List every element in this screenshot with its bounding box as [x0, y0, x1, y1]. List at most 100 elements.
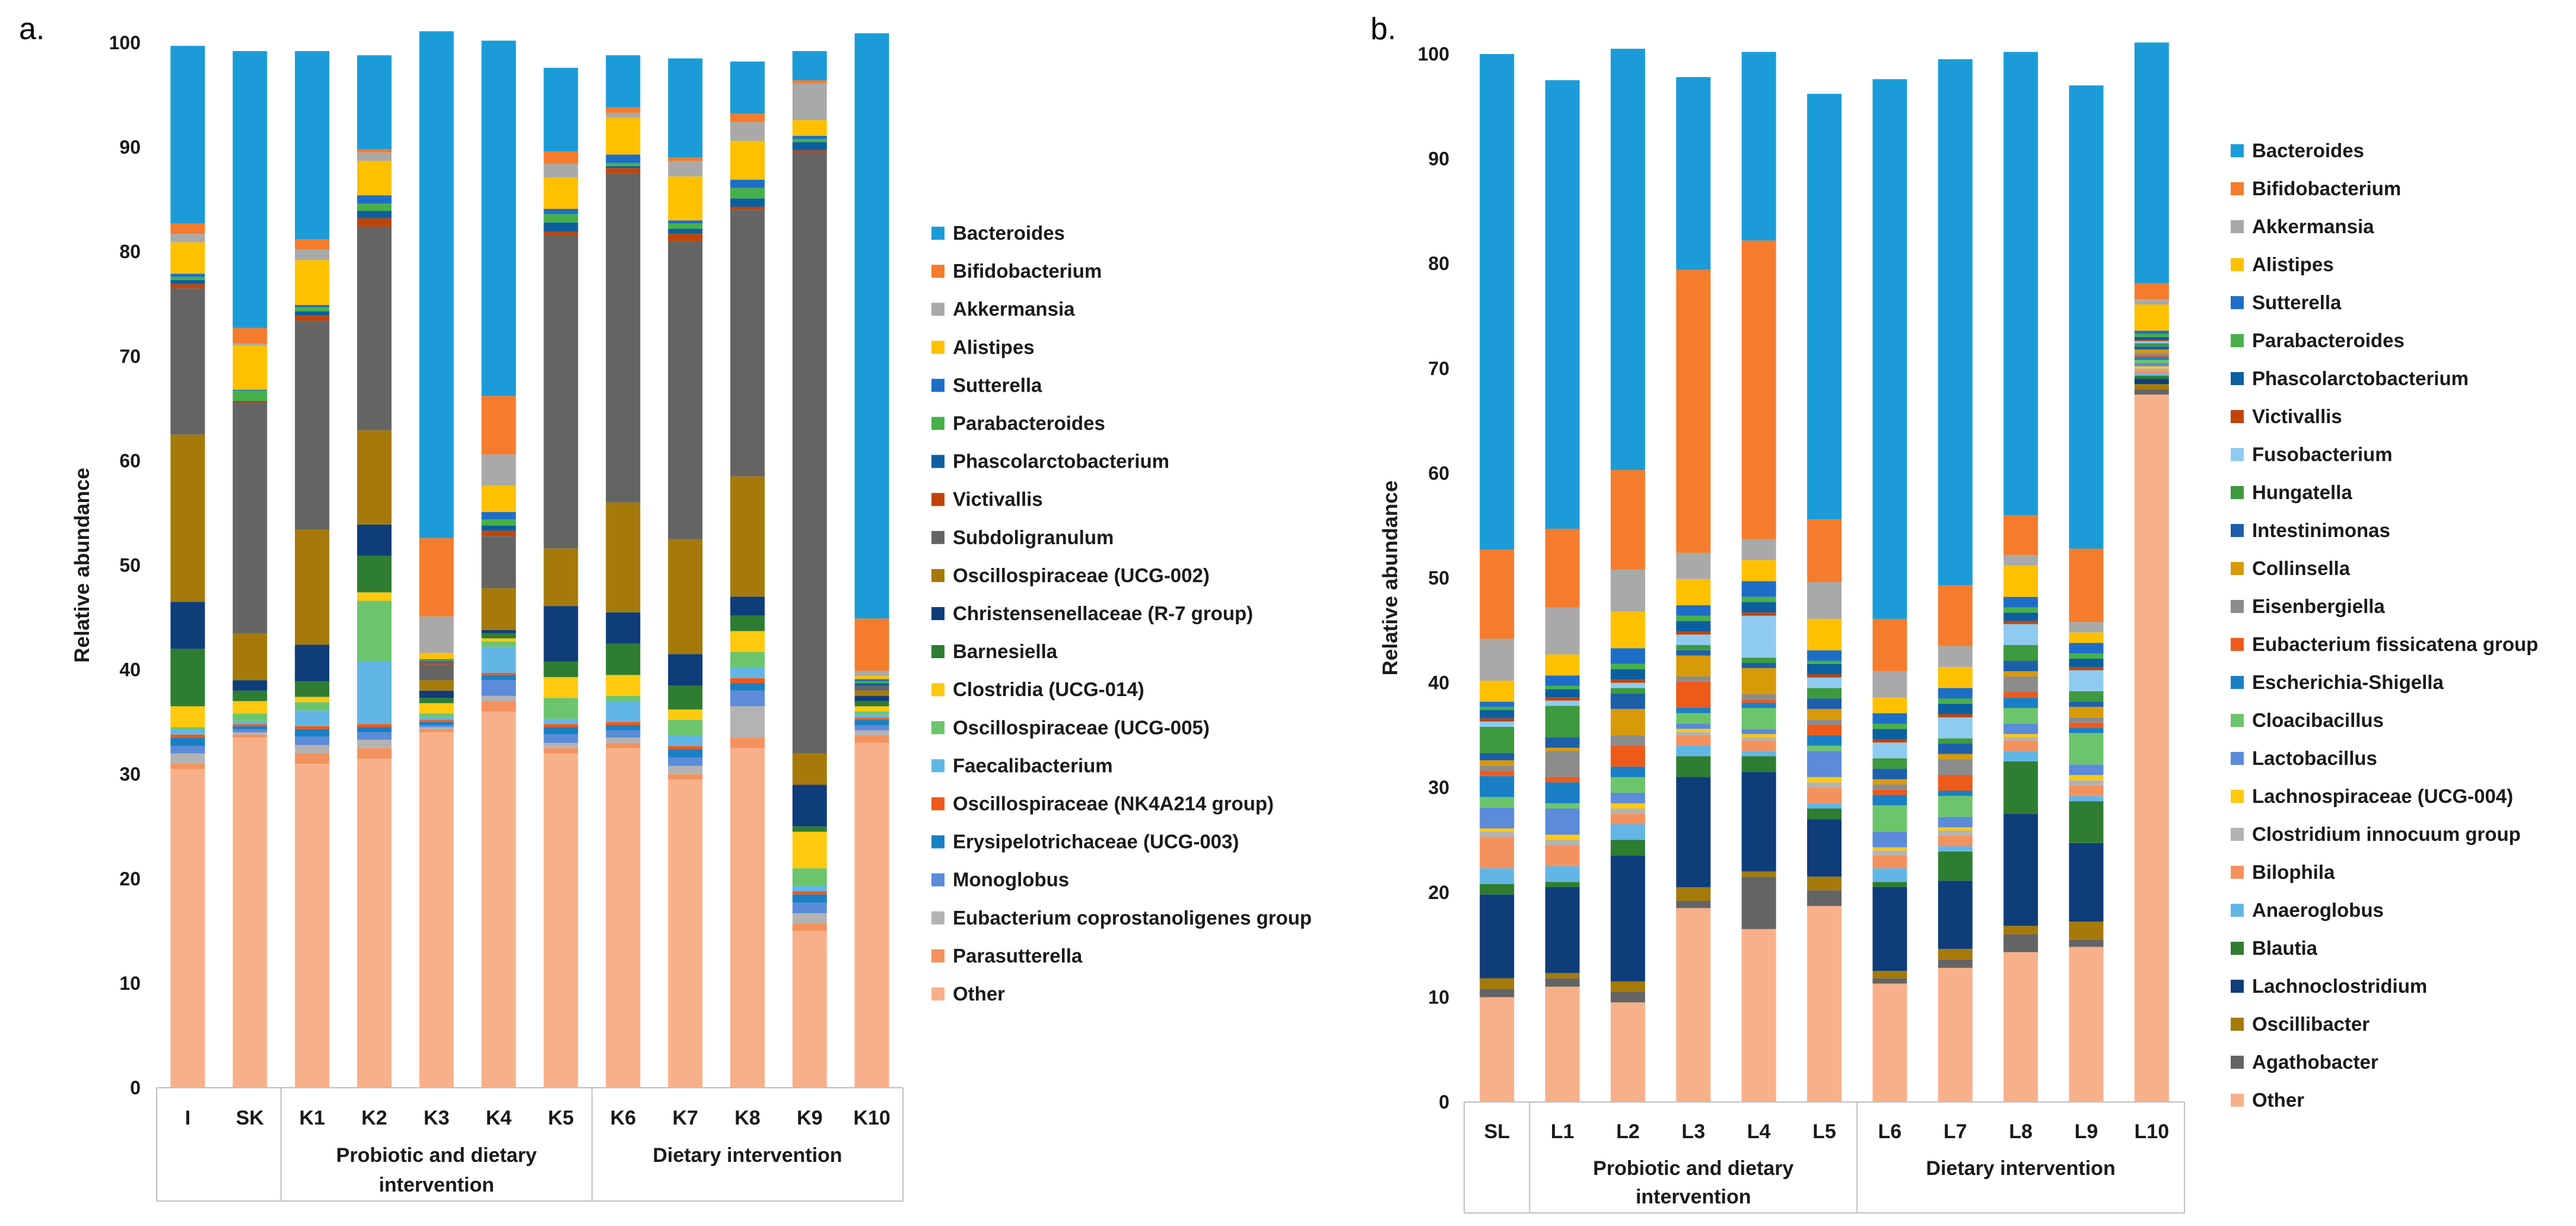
panel-a-bar-segment-oscillospiraceae-nk4a214-group [419, 720, 454, 722]
panel-a-bar-segment-alistipes [606, 117, 641, 155]
panel-a-bar-segment-oscillospiraceae-ucg-005 [357, 601, 392, 662]
panel-a-legend-swatch-christensenellaceae-r-7-group [931, 607, 944, 620]
panel-b-bar-segment-alistipes [2069, 632, 2104, 643]
panel-a-bar-segment-parasutterella [357, 748, 392, 759]
panel-b-y-tick-label: 90 [1428, 148, 1449, 170]
panel-a-legend-swatch-phascolarctobacterium [931, 455, 944, 468]
panel-b-bar-segment-blautia [1741, 756, 1776, 772]
panel-b-bar-segment-lactobacillus [1676, 723, 1711, 729]
panel-b-legend-label-parabacteroides: Parabacteroides [2252, 329, 2405, 351]
panel-b-bar-segment-parabacteroides [2069, 653, 2104, 659]
panel-b-y-tick-label: 50 [1428, 567, 1449, 589]
panel-a-bar-segment-parasutterella [295, 753, 330, 764]
panel-a-bar-segment-other [668, 779, 703, 1088]
panel-a-bar-segment-oscillospiraceae-nk4a214-group [295, 726, 330, 729]
panel-a-category-label-k2: K2 [361, 1107, 387, 1129]
panel-a-legend-swatch-subdoligranulum [931, 531, 944, 544]
panel-b-bar-segment-alistipes [1807, 618, 1842, 650]
panel-a-legend-swatch-victivallis [931, 493, 944, 506]
panel-b-bar-segment-lachnoclostridium [2003, 814, 2038, 926]
panel-b-bar-segment-sutterella [2003, 596, 2038, 608]
panel-b-bar-segment-oscillibacter [1545, 973, 1580, 979]
panel-b-bar-segment-sutterella [1807, 650, 1842, 661]
panel-a-bar-segment-monoglobus [543, 734, 578, 743]
panel-a-bar-segment-other [233, 738, 268, 1088]
panel-a-category-label-k5: K5 [548, 1107, 574, 1129]
panel-b-bar-segment-eubacterium-fissicatena-group [2003, 692, 2038, 698]
panel-a-bar-segment-faecalibacterium [357, 661, 392, 725]
panel-a-bar-segment-sutterella [792, 135, 827, 139]
panel-b-bar-segment-agathobacter [1938, 959, 1973, 968]
panel-b-bar-segment-agathobacter [1741, 876, 1776, 929]
panel-b-bar-segment-fusobacterium [2069, 670, 2104, 691]
panel-a-bar-segment-christensenellaceae-r-7-group [730, 596, 765, 616]
panel-a-bar-segment-clostridia-ucg-014 [481, 638, 516, 642]
panel-a-legend-label-phascolarctobacterium: Phascolarctobacterium [953, 450, 1169, 472]
panel-a-bar-segment-alistipes [668, 176, 703, 221]
panel-a-bar-segment-monoglobus [170, 746, 205, 754]
panel-a-bar-segment-parabacteroides [419, 660, 454, 662]
panel-a-bar-segment-bacteroides [233, 51, 268, 328]
panel-b-bar-segment-victivallis [2134, 340, 2169, 341]
panel-b-bar-segment-bilophila [1545, 845, 1580, 866]
panel-b-bar-segment-akkermansia [1676, 552, 1711, 579]
panel-b-legend-label-blautia: Blautia [2252, 937, 2318, 959]
panel-a-bar-segment-erysipelotrichaceae-ucg-003 [543, 727, 578, 735]
panel-b-group-label: Probiotic and dietary intervention [1593, 1157, 1793, 1208]
panel-b-bar-segment-hungatella [1610, 688, 1645, 694]
panel-b-legend-swatch-lactobacillus [2231, 752, 2244, 765]
panel-b-bar-segment-anaeroglobus [1676, 745, 1711, 757]
panel-b-bar-segment-lachnospiraceae-ucg-004 [1807, 777, 1842, 783]
panel-b-bar-segment-eubacterium-fissicatena-group [2134, 354, 2169, 357]
panel-b-bar-segment-hungatella [1807, 688, 1842, 699]
panel-b-bar-segment-lactobacillus [2003, 723, 2038, 735]
panel-b-bar-segment-other [1610, 1002, 1645, 1102]
panel-a-bar-segment-subdoligranulum [543, 235, 578, 549]
panel-a-bar-segment-akkermansia [543, 164, 578, 178]
panel-a-category-label-k8: K8 [734, 1107, 760, 1129]
panel-a-bar-segment-oscillospiraceae-ucg-002 [854, 690, 889, 696]
panel-b-bar-segment-other [2069, 947, 2104, 1102]
panel-b-bar-segment-collinsella [1480, 760, 1515, 766]
panel-b-bar-segment-fusobacterium [1872, 742, 1907, 758]
panel-b-bar-segment-alistipes [1872, 697, 1907, 713]
panel-b-bar-segment-bacteroides [2003, 52, 2038, 516]
panel-b-bar-segment-lachnoclostridium [1545, 887, 1580, 973]
panel-b-bar-segment-oscillibacter [1807, 876, 1842, 891]
panel-a-bar-segment-other [419, 732, 454, 1088]
panel-a-legend-label-erysipelotrichaceae-ucg-003: Erysipelotrichaceae (UCG-003) [953, 831, 1239, 853]
panel-a-bar-segment-other [357, 758, 392, 1088]
panel-b-bar-segment-anaeroglobus [2003, 751, 2038, 762]
panel-b-legend-swatch-anaeroglobus [2231, 904, 2244, 917]
panel-a-y-tick-label: 20 [119, 868, 141, 890]
panel-b-bar-segment-collinsella [1545, 748, 1580, 751]
panel-a-legend-swatch-erysipelotrichaceae-ucg-003 [931, 835, 944, 849]
panel-a-bar-segment-clostridia-ucg-014 [606, 675, 641, 696]
panel-b-bar-segment-bacteroides [1610, 49, 1645, 471]
panel-a-bar-segment-phascolarctobacterium [606, 166, 641, 169]
panel-a-bar-segment-monoglobus [295, 736, 330, 745]
panel-a-legend-swatch-barnesiella [931, 645, 944, 659]
panel-a-bar-segment-faecalibacterium [606, 701, 641, 722]
panel-b-bar-segment-clostridium-innocuum-group [1872, 850, 1907, 856]
panel-a-bar-segment-christensenellaceae-r-7-group [419, 690, 454, 698]
panel-a-bar-segment-erysipelotrichaceae-ucg-003 [481, 675, 516, 681]
panel-b-legend-swatch-other [2231, 1094, 2244, 1107]
panel-a-bar-segment-sutterella [730, 179, 765, 188]
panel-a-legend-label-sutterella: Sutterella [953, 374, 1042, 396]
panel-a-bar-segment-akkermansia [481, 454, 516, 486]
panel-b-bar-segment-bilophila [2134, 370, 2169, 374]
panel-b-bar-segment-bacteroides [1872, 79, 1907, 619]
panel-b-bar-segment-intestinimonas [1480, 752, 1515, 761]
panel-a-bar-segment-eubacterium-coprostanoligenes-group [792, 913, 827, 924]
panel-a-bar-segment-oscillospiraceae-ucg-005 [606, 695, 641, 701]
panel-a-bar-segment-other [295, 764, 330, 1088]
panel-b-legend-swatch-lachnospiraceae-ucg-004 [2231, 790, 2244, 803]
panel-a-bar-segment-phascolarctobacterium [730, 198, 765, 207]
panel-a-legend-label-oscillospiraceae-ucg-005: Oscillospiraceae (UCG-005) [953, 716, 1210, 738]
panel-a-bar-segment-bifidobacterium [792, 80, 827, 84]
panel-a-bar-segment-oscillospiraceae-nk4a214-group [792, 891, 827, 895]
panel-a-bar-segment-akkermansia [668, 160, 703, 177]
panel-b-bar-segment-hungatella [1938, 738, 1973, 744]
panel-b-bar-segment-bifidobacterium [1807, 519, 1842, 583]
